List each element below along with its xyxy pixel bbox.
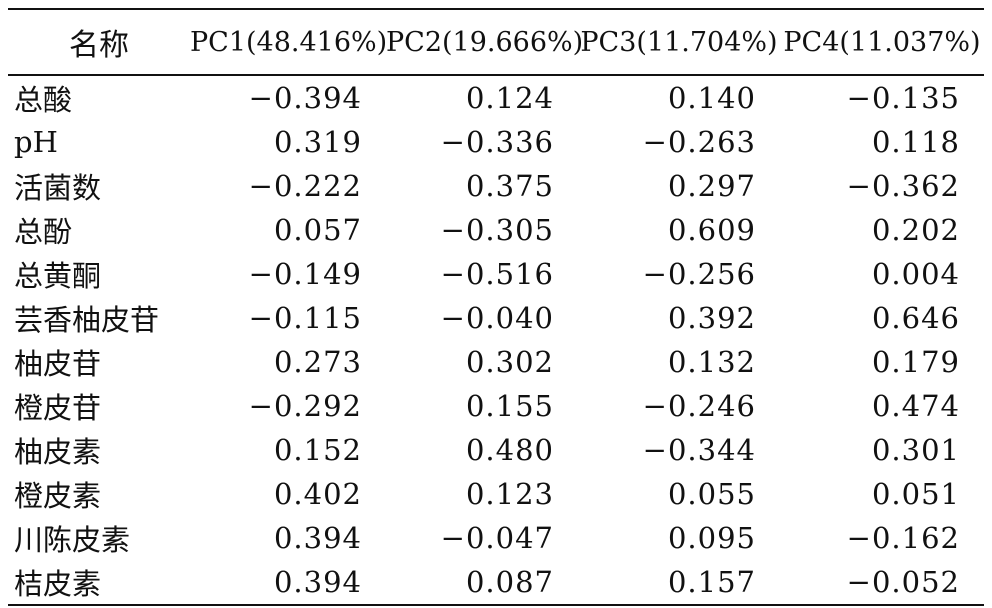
pc3-value: −0.256 [642,257,756,291]
table-row: 川陈皮素 0.394 −0.047 0.095 −0.162 [8,516,984,560]
pc1-value: 0.394 [273,565,362,599]
pc2-value: 0.480 [465,433,554,467]
header-pc1: PC1(48.416%) [190,26,388,58]
pc2-value: −0.047 [440,521,554,555]
table-row: 橙皮素 0.402 0.123 0.055 0.051 [8,472,984,516]
row-name: 柚皮素 [14,435,102,469]
table-row: 总酚 0.057 −0.305 0.609 0.202 [8,208,984,252]
pc2-value: 0.155 [465,389,554,423]
row-name: 总黄酮 [14,259,102,293]
pc4-value: −0.052 [846,565,960,599]
pc4-value: 0.202 [871,213,960,247]
pc3-value: 0.392 [667,301,756,335]
pc4-value: 0.004 [871,257,960,291]
pc1-value: −0.149 [248,257,362,291]
row-name: 活菌数 [14,171,102,205]
pc3-value: −0.246 [642,389,756,423]
pc3-value: 0.157 [667,565,756,599]
row-name: pH [14,125,58,159]
pc3-value: 0.609 [667,213,756,247]
pc4-value: 0.301 [871,433,960,467]
pc3-value: 0.132 [667,345,756,379]
pc1-value: 0.394 [273,521,362,555]
pc1-value: −0.222 [248,169,362,203]
pc2-value: 0.123 [465,477,554,511]
row-name: 橙皮苷 [14,391,102,425]
pc4-value: 0.118 [871,125,960,159]
pc4-value: 0.474 [871,389,960,423]
header-row: 名称 PC1(48.416%) PC2(19.666%) PC3(11.704%… [8,9,984,75]
pc2-value: 0.124 [465,81,554,115]
pc4-value: 0.179 [871,345,960,379]
table-row: 活菌数 −0.222 0.375 0.297 −0.362 [8,164,984,208]
pc2-value: −0.516 [440,257,554,291]
pc1-value: 0.057 [273,213,362,247]
row-name: 川陈皮素 [14,523,131,557]
pc4-value: 0.051 [871,477,960,511]
pc3-value: 0.297 [667,169,756,203]
header-pc3: PC3(11.704%) [580,26,778,58]
pc1-value: −0.115 [248,301,362,335]
pc2-value: −0.040 [440,301,554,335]
pc3-value: −0.263 [642,125,756,159]
pc1-value: 0.402 [273,477,362,511]
row-name: 橙皮素 [14,479,102,513]
pc1-value: 0.273 [273,345,362,379]
pc3-value: 0.095 [667,521,756,555]
pc1-value: −0.394 [248,81,362,115]
row-name: 柚皮苷 [14,347,102,381]
pc1-value: 0.319 [273,125,362,159]
table-row: 芸香柚皮苷 −0.115 −0.040 0.392 0.646 [8,296,984,340]
table-row: 柚皮素 0.152 0.480 −0.344 0.301 [8,428,984,472]
pca-loadings-table: 名称 PC1(48.416%) PC2(19.666%) PC3(11.704%… [8,8,984,606]
header-pc2: PC2(19.666%) [386,26,584,58]
table-row: 总黄酮 −0.149 −0.516 −0.256 0.004 [8,252,984,296]
pc2-value: −0.336 [440,125,554,159]
pc4-value: −0.362 [846,169,960,203]
row-name: 总酚 [14,215,73,249]
table-row: 总酸 −0.394 0.124 0.140 −0.135 [8,75,984,120]
table-row: 桔皮素 0.394 0.087 0.157 −0.052 [8,560,984,605]
table-row: pH 0.319 −0.336 −0.263 0.118 [8,120,984,164]
pc3-value: 0.140 [667,81,756,115]
pc2-value: 0.302 [465,345,554,379]
pc1-value: 0.152 [273,433,362,467]
pc1-value: −0.292 [248,389,362,423]
table-body: 总酸 −0.394 0.124 0.140 −0.135 pH 0.319 −0… [8,75,984,605]
row-name: 芸香柚皮苷 [14,303,160,337]
table-row: 柚皮苷 0.273 0.302 0.132 0.179 [8,340,984,384]
table-header: 名称 PC1(48.416%) PC2(19.666%) PC3(11.704%… [8,9,984,75]
pc3-value: −0.344 [642,433,756,467]
pc2-value: −0.305 [440,213,554,247]
table-row: 橙皮苷 −0.292 0.155 −0.246 0.474 [8,384,984,428]
header-pc4: PC4(11.037%) [783,26,981,58]
pc4-value: 0.646 [871,301,960,335]
row-name: 总酸 [14,83,73,117]
pc2-value: 0.375 [465,169,554,203]
pc2-value: 0.087 [465,565,554,599]
row-name: 桔皮素 [14,567,102,601]
header-name: 名称 [69,28,129,63]
pc4-value: −0.135 [846,81,960,115]
pc4-value: −0.162 [846,521,960,555]
pc3-value: 0.055 [667,477,756,511]
